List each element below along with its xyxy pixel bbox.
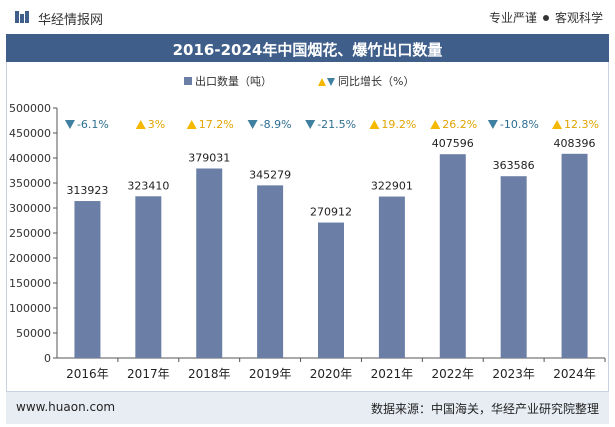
y-tick-label: 250000 [9, 227, 51, 240]
growth-up-triangle-icon [552, 120, 563, 129]
x-tick-label: 2016年 [66, 367, 109, 381]
footer: www.huaon.com 数据来源：中国海关，华经产业研究院整理 [6, 392, 609, 424]
legend-up-triangle-icon [318, 78, 326, 86]
legend-bar-swatch-icon [184, 77, 192, 85]
growth-label: -6.1% [77, 118, 109, 131]
growth-label: 19.2% [381, 118, 416, 131]
tagline-left: 专业严谨 [488, 11, 537, 25]
y-tick-label: 350000 [9, 177, 51, 190]
bar [257, 185, 284, 358]
y-tick-label: 150000 [9, 277, 51, 290]
growth-up-triangle-icon [369, 120, 380, 129]
bar [439, 154, 466, 358]
x-tick-label: 2019年 [249, 367, 292, 381]
bar-value-label: 408396 [554, 137, 596, 150]
growth-label: 12.3% [564, 118, 599, 131]
legend-label-growth: 同比增长（%） [338, 74, 414, 88]
growth-label: 26.2% [442, 118, 477, 131]
chart-frame [6, 62, 609, 392]
website-link[interactable]: www.huaon.com [16, 400, 116, 414]
growth-up-triangle-icon [430, 120, 441, 129]
growth-down-triangle-icon [247, 120, 258, 129]
x-tick-label: 2022年 [432, 367, 475, 381]
y-tick-label: 0 [44, 352, 51, 365]
top-bar: 华经情报网 专业严谨 客观科学 [0, 0, 615, 34]
growth-label: -21.5% [317, 118, 356, 131]
y-tick-label: 300000 [9, 202, 51, 215]
growth-label: -8.9% [260, 118, 292, 131]
data-source: 数据来源：中国海关，华经产业研究院整理 [370, 402, 599, 416]
title-bar: 2016-2024年中国烟花、爆竹出口数量 [6, 34, 609, 62]
x-tick-label: 2023年 [492, 367, 535, 381]
x-tick-label: 2021年 [371, 367, 414, 381]
x-tick-label: 2024年 [553, 367, 596, 381]
bar-value-label: 379031 [188, 151, 230, 164]
growth-down-triangle-icon [487, 120, 498, 129]
y-tick-label: 400000 [9, 152, 51, 165]
huajing-logo-icon [15, 11, 29, 23]
y-tick-label: 200000 [9, 252, 51, 265]
bar-value-label: 407596 [432, 137, 474, 150]
growth-label: -10.8% [500, 118, 539, 131]
y-tick-label: 500000 [9, 102, 51, 115]
growth-down-triangle-icon [64, 120, 75, 129]
y-tick-label: 450000 [9, 127, 51, 140]
growth-up-triangle-icon [186, 120, 197, 129]
tagline-right: 客观科学 [554, 11, 603, 25]
growth-down-triangle-icon [305, 120, 316, 129]
y-tick-label: 100000 [9, 302, 51, 315]
bar [74, 201, 101, 358]
bar-value-label: 322901 [371, 180, 413, 193]
x-tick-label: 2017年 [127, 367, 170, 381]
growth-up-triangle-icon [135, 120, 146, 129]
bar-value-label: 323410 [127, 179, 169, 192]
separator-dot-icon [542, 14, 549, 21]
chart-title: 2016-2024年中国烟花、爆竹出口数量 [172, 41, 443, 59]
bar-value-label: 345279 [249, 168, 291, 181]
bar [135, 196, 162, 358]
x-tick-label: 2020年 [310, 367, 353, 381]
bar [561, 153, 588, 358]
bar-value-label: 313923 [66, 184, 108, 197]
growth-label: 17.2% [199, 118, 234, 131]
growth-label: 3% [148, 118, 165, 131]
bar [378, 196, 405, 358]
brand-name: 华经情报网 [38, 13, 104, 28]
y-tick-label: 50000 [16, 327, 51, 340]
legend-label-export: 出口数量（吨） [195, 74, 272, 88]
bar [500, 176, 527, 358]
bar-value-label: 270912 [310, 206, 352, 219]
bar [318, 222, 344, 358]
bar [196, 168, 223, 358]
x-tick-label: 2018年 [188, 367, 231, 381]
legend: 出口数量（吨） 同比增长（%） [184, 74, 414, 88]
bars: 313923 -6.1% 323410 3% 379031 17.2% 345279 -8.9… [64, 118, 599, 358]
legend-down-triangle-icon [327, 78, 335, 86]
bar-value-label: 363586 [493, 159, 535, 172]
tagline: 专业严谨 客观科学 [489, 9, 603, 26]
